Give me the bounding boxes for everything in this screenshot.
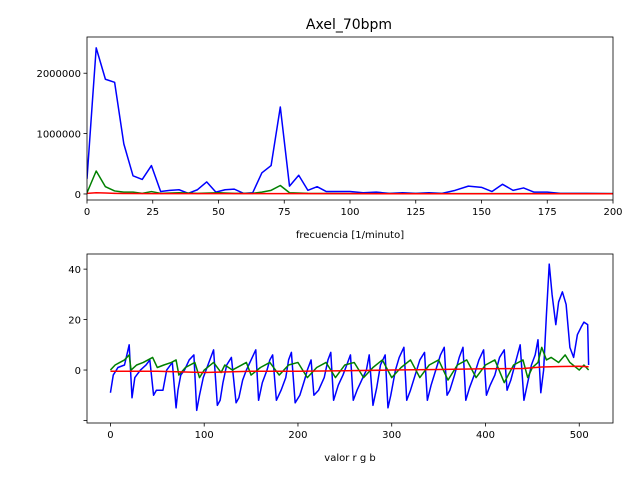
spectrum-x-tick-label: 0 [84,207,90,218]
spectrum-x-tick-label: 75 [278,207,291,218]
rgb-x-tick-label: 300 [382,430,401,441]
rgb-series-line-1 [109,346,590,384]
rgb-x-tick-label: 100 [195,430,214,441]
spectrum-x-tick-label: 25 [146,207,159,218]
spectrum-series-line-2 [87,192,613,195]
chart-title: Axel_70bpm [306,17,392,33]
plots-layer: 0 25 50 75 100 125 150 175 200010000002000000fre… [36,36,623,464]
spectrum-y-tick-label: 1000000 [36,130,81,141]
spectrum-x-tick-label: 100 [340,207,359,218]
spectrum-x-tick-label: 125 [406,207,425,218]
spectrum-axes: 0 25 50 75 100 125 150 175 200 0 1000000 2000000 fre… [36,36,623,241]
spectrum-x-tick-label: 200 [603,207,622,218]
spectrum-x-tick-label: 175 [538,207,557,218]
spectrum-y-tick-label: 2000000 [36,69,81,80]
rgb-series-line-0 [109,263,590,412]
spectrum-x-axis-label: frecuencia [1/minuto] [296,230,404,241]
rgb-x-axis-label: valor r g b [324,453,375,464]
rgb-y-tick-label: 0 [75,366,81,377]
rgb-series-group [109,263,590,412]
spectrum-series-group [87,47,613,195]
rgb-y-tick-label: 40 [68,265,81,276]
spectrum-x-tick-label: 50 [212,207,225,218]
spectrum-y-tick-label: 0 [75,190,81,201]
spectrum-x-tick-label: 150 [472,207,491,218]
rgb-x-tick-label: 400 [476,430,495,441]
rgb-x-tick-label: 0 [107,430,113,441]
spectrum-series-line-0 [87,47,613,195]
rgb-x-tick-label: 200 [288,430,307,441]
rgb-plot-frame [86,253,614,424]
rgb-axes: 0 100 200 300 400 500 0 20 40 valor r g b [68,253,614,464]
rgb-y-tick-label: 20 [68,316,81,327]
rgb-x-tick-label: 500 [570,430,589,441]
rgb-series-line-2 [110,365,589,374]
